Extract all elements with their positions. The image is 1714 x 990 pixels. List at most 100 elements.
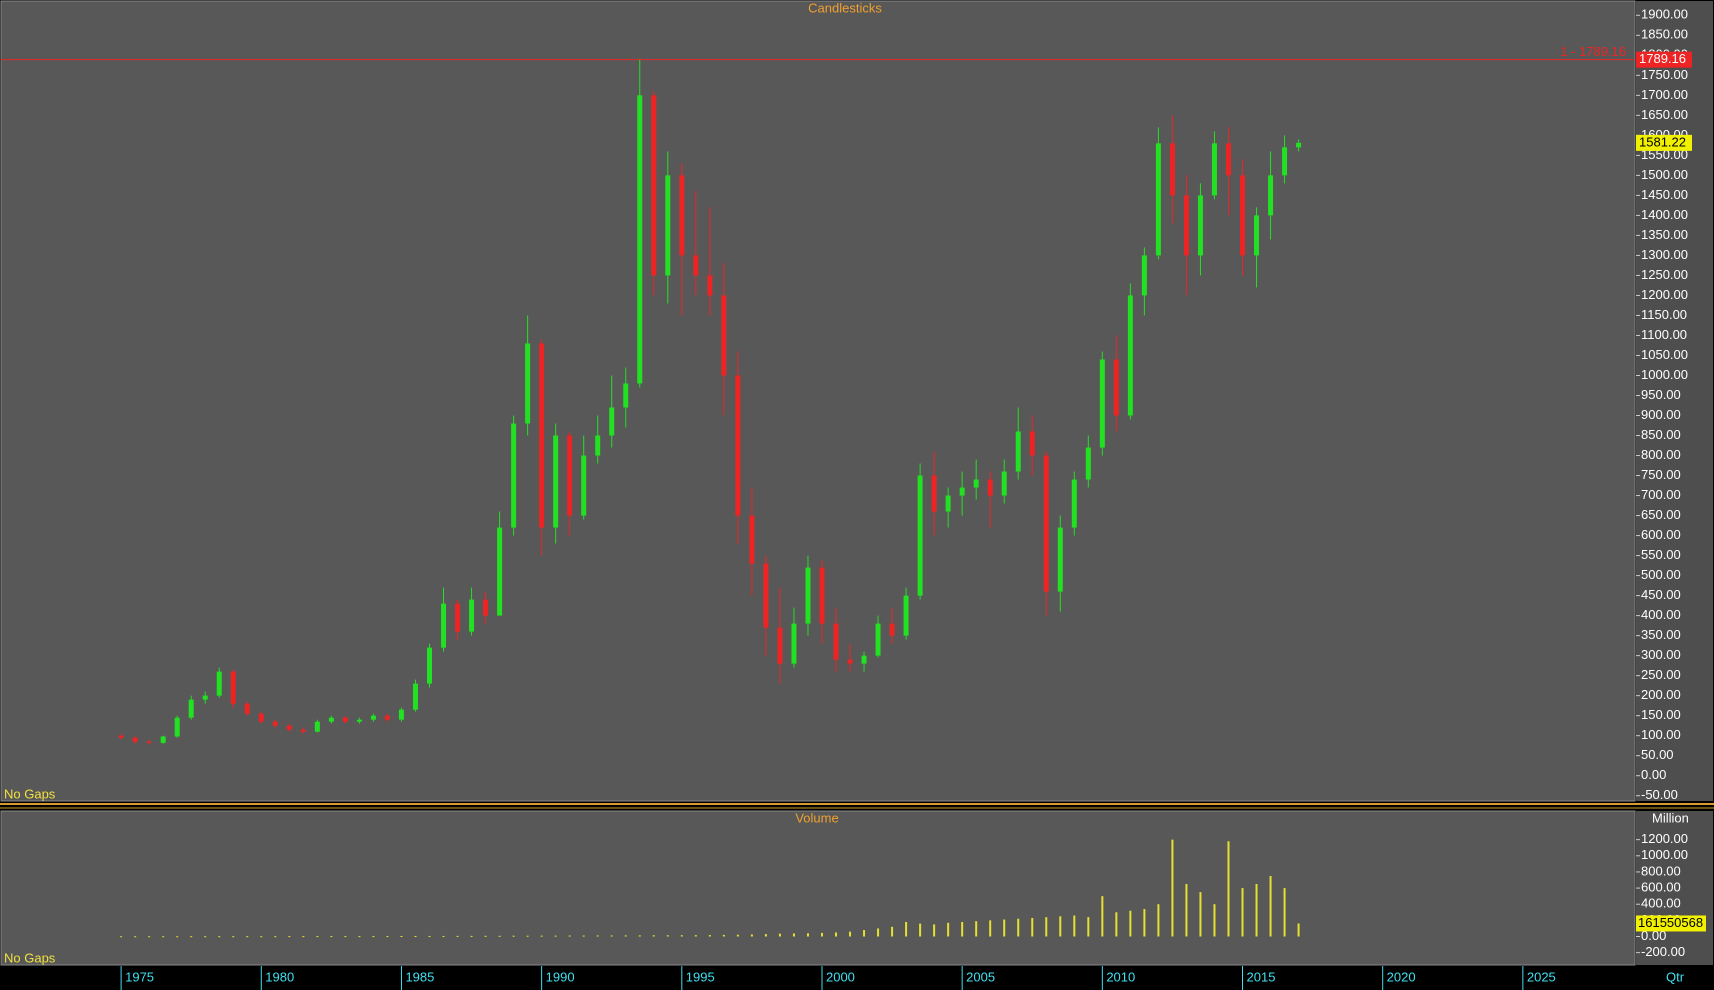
gap-note: No Gaps [4,950,56,965]
price-panel [0,0,1636,802]
candle-body [1282,147,1288,176]
candle-body [749,515,755,564]
candle-body [1225,143,1231,176]
volume-bar [1283,888,1286,937]
candle-body [833,623,839,660]
candle-body [1211,143,1217,196]
candle-body [160,736,166,743]
candle-body [707,275,713,296]
volume-bar [456,935,459,937]
volume-bar [596,935,599,937]
candle-body [875,623,881,656]
x-tick-label: 2005 [966,969,995,984]
y-tick-label: 300.00 [1641,647,1681,662]
unit-label: Million [1652,810,1689,825]
candle-body [637,95,643,384]
volume-bar [428,935,431,937]
y-tick-label: 1150.00 [1641,307,1687,322]
y-tick-label: 0.00 [1641,767,1666,782]
candle-body [258,713,264,722]
volume-bar [1115,912,1118,937]
volume-bar [905,921,908,937]
volume-bar [344,936,347,938]
y-tick-label: 1000.00 [1641,847,1688,862]
price-badge [1636,51,1692,68]
candle-body [847,659,853,664]
candle-body [987,479,993,496]
candle-body [525,343,531,424]
volume-bar [400,936,403,938]
x-tick-label: 1990 [546,969,575,984]
volume-bar [512,935,515,937]
y-tick-label: 750.00 [1641,467,1681,482]
candle-body [132,737,138,742]
candle-body [539,343,545,528]
y-tick-label: 900.00 [1641,407,1681,422]
y-tick-label: 200.00 [1641,687,1681,702]
volume-bar [540,935,543,937]
y-tick-label: 650.00 [1641,507,1681,522]
volume-badge [1636,915,1706,932]
y-tick-label: 150.00 [1641,707,1681,722]
candle-body [931,475,937,512]
candle-body [1057,527,1063,592]
candle-body [1169,143,1175,196]
time-axis-area [0,966,1714,990]
candle-body [721,295,727,376]
candle-body [567,435,573,516]
candle-body [1099,359,1105,448]
x-tick-label: 2015 [1247,969,1276,984]
volume-bar [162,936,165,938]
volume-bar [933,924,936,937]
volume-bar [764,934,767,937]
volume-bar [218,936,221,938]
y-tick-label: 400.00 [1641,607,1681,622]
volume-bar [849,931,852,937]
y-tick-label: 1450.00 [1641,187,1688,202]
volume-bar [961,921,964,937]
x-tick-label: 1975 [125,969,154,984]
candle-body [917,475,923,596]
volume-bar [260,936,263,938]
candle-body [188,699,194,718]
y-tick-label: 550.00 [1641,547,1681,562]
y-tick-label: 600.00 [1641,527,1681,542]
volume-bar [1045,917,1048,937]
volume-bar [919,923,922,937]
volume-bar [1269,875,1272,937]
candle-body [819,567,825,624]
y-tick-label: 250.00 [1641,667,1681,682]
candle-body [426,647,432,684]
x-tick-label: 2010 [1106,969,1135,984]
volume-bar [1073,915,1076,937]
y-tick-label: 1400.00 [1641,207,1688,222]
candle-body [118,735,124,738]
y-tick-label: 600.00 [1641,880,1681,895]
volume-axis-area [1636,811,1713,965]
volume-bar [1297,923,1300,937]
x-tick-label: 2000 [826,969,855,984]
candle-body [342,717,348,722]
candle-body [384,715,390,720]
candle-body [959,487,965,496]
y-tick-label: 1100.00 [1641,327,1687,342]
candle-body [1043,455,1049,592]
volume-bar [414,936,417,938]
x-tick-label: 1985 [405,969,434,984]
candle-body [595,435,601,456]
volume-bar [442,935,445,937]
candle-body [665,175,671,276]
candle-body [216,671,222,696]
reference-label: 1 - 1789.16 [1560,44,1626,59]
volume-bar [1227,841,1230,937]
volume-bar [1017,918,1020,937]
candle-body [1071,479,1077,528]
volume-bar [246,936,249,938]
candle-body [398,709,404,720]
volume-bar [204,936,207,938]
period-label: Qtr [1666,969,1685,984]
x-tick-label: 2020 [1387,969,1416,984]
volume-bar [792,933,795,937]
y-tick-label: 1200.00 [1641,831,1688,846]
volume-bar [806,933,809,937]
